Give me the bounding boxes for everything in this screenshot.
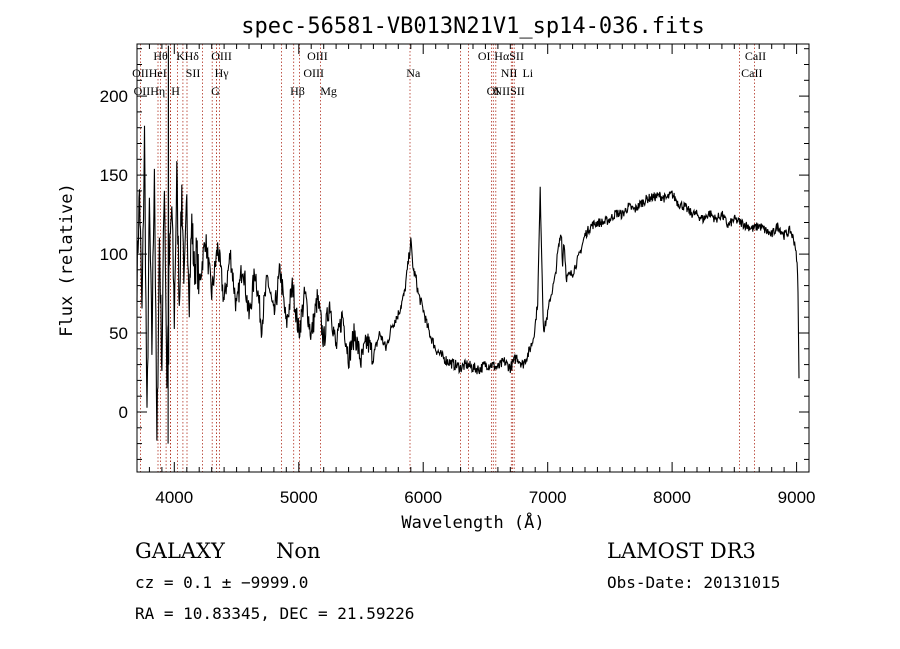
line-label-18: G: [211, 84, 220, 98]
line-label-19: Hβ: [290, 84, 305, 98]
line-label-1: K: [176, 49, 185, 63]
x-tick-label: 8000: [653, 488, 691, 507]
line-label-9: SII: [186, 66, 201, 80]
line-label-14: Li: [522, 66, 533, 80]
spectrum-line: [136, 45, 800, 444]
line-label-15: CaII: [741, 66, 762, 80]
line-label-20: Mg: [320, 84, 337, 98]
line-label-10: Hγ: [215, 66, 230, 80]
x-tick-label: 6000: [404, 488, 442, 507]
line-label-12: Na: [406, 66, 421, 80]
line-label-6: HαSII: [494, 49, 524, 63]
x-axis-ticks: 4000 5000 6000 7000 8000 9000: [148, 44, 816, 507]
chart-title: spec-56581-VB013N21V1_sp14-036.fits: [241, 14, 705, 39]
line-label-4: OIII: [307, 49, 328, 63]
coordinates-readout: RA = 10.83345, DEC = 21.59226: [135, 604, 415, 623]
line-label-5: OI: [478, 49, 491, 63]
y-tick-label: 100: [100, 245, 128, 264]
line-label-16: OIIHη: [134, 84, 166, 98]
line-label-8: OIIHeI: [132, 66, 167, 80]
line-label-3: OIII: [211, 49, 232, 63]
y-tick-label: 50: [109, 324, 128, 343]
line-label-22: NIISII: [493, 84, 524, 98]
line-label-11: OIII: [303, 66, 324, 80]
line-label-7: CaII: [745, 49, 766, 63]
y-tick-label: 0: [119, 403, 128, 422]
line-label-17: H: [171, 84, 180, 98]
y-tick-label: 200: [100, 87, 128, 106]
x-tick-label: 7000: [529, 488, 567, 507]
y-axis-label: Flux (relative): [57, 183, 77, 337]
observation-date: Obs-Date: 20131015: [607, 573, 781, 592]
x-tick-label: 9000: [778, 488, 816, 507]
line-label-0: Hθ: [153, 49, 168, 63]
x-tick-label: 4000: [155, 488, 193, 507]
emission-line-markers: [139, 44, 755, 472]
line-label-13: NII: [501, 66, 518, 80]
x-tick-label: 5000: [280, 488, 318, 507]
line-label-21: OI: [487, 84, 500, 98]
object-subclass: Non: [276, 539, 321, 563]
y-axis-ticks: 0 50 100 150 200: [100, 48, 809, 460]
line-label-2: Hδ: [185, 49, 200, 63]
plot-frame: [136, 43, 810, 473]
x-axis-label: Wavelength (Å): [401, 511, 544, 533]
y-tick-label: 150: [100, 166, 128, 185]
survey-name: LAMOST DR3: [607, 539, 756, 563]
redshift-readout: cz = 0.1 ± −9999.0: [135, 573, 309, 592]
object-class: GALAXY: [135, 539, 225, 563]
